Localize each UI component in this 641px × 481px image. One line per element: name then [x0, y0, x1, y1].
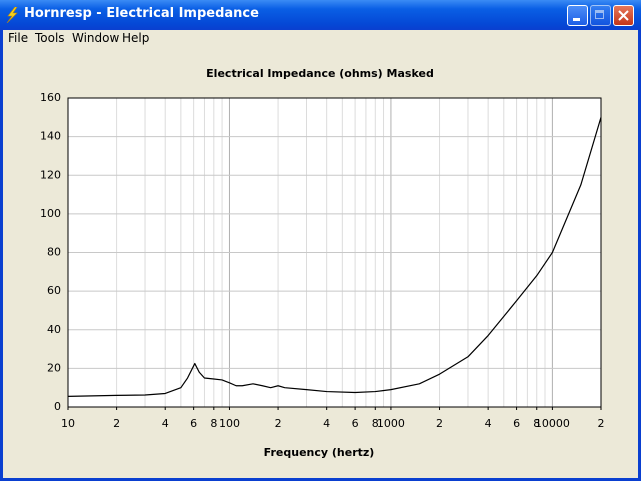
x-tick-label: 8: [533, 417, 540, 430]
x-tick-label: 4: [485, 417, 492, 430]
minimize-button[interactable]: [567, 5, 588, 26]
x-tick-label: 6: [513, 417, 520, 430]
y-tick-label: 160: [40, 91, 61, 104]
window-title: Hornresp - Electrical Impedance: [24, 6, 259, 21]
menu-item[interactable]: Tools: [35, 31, 65, 45]
impedance-line: [67, 117, 602, 397]
y-tick-label: 0: [54, 400, 61, 413]
x-tick-label: 4: [323, 417, 330, 430]
menu-item[interactable]: Help: [122, 31, 150, 45]
y-tick-label: 60: [47, 284, 61, 297]
x-axis-label: Frequency (hertz): [264, 446, 375, 459]
y-tick-label: 80: [47, 246, 61, 259]
y-tick-label: 140: [40, 130, 61, 143]
menu-bar: File Tools Window Help: [3, 30, 638, 47]
x-tick-label: 8: [372, 417, 379, 430]
x-tick-label: 2: [113, 417, 120, 430]
y-tick-label: 120: [40, 168, 61, 181]
maximize-button[interactable]: [590, 5, 611, 26]
menu-item[interactable]: Window: [72, 31, 120, 45]
x-tick-label: 1000: [377, 417, 405, 430]
menu-item[interactable]: File: [8, 31, 29, 45]
x-tick-label: 2: [275, 417, 282, 430]
x-tick-label: 2: [598, 417, 605, 430]
app-icon: [6, 7, 18, 23]
x-tick-label: 100: [219, 417, 240, 430]
x-tick-label: 8: [210, 417, 217, 430]
y-tick-label: 40: [47, 323, 61, 336]
x-tick-label: 6: [190, 417, 197, 430]
x-tick-label: 2: [436, 417, 443, 430]
x-tick-label: 6: [352, 417, 359, 430]
y-tick-label: 100: [40, 207, 61, 220]
x-tick-label: 10000: [535, 417, 570, 430]
x-tick-label: 4: [162, 417, 169, 430]
close-button[interactable]: [613, 5, 634, 26]
y-tick-label: 20: [47, 361, 61, 374]
x-tick-label: 10: [61, 417, 75, 430]
plot-frame: [67, 97, 602, 408]
chart-title: Electrical Impedance (ohms) Masked: [206, 67, 434, 80]
title-bar: Hornresp - Electrical Impedance: [0, 0, 641, 30]
